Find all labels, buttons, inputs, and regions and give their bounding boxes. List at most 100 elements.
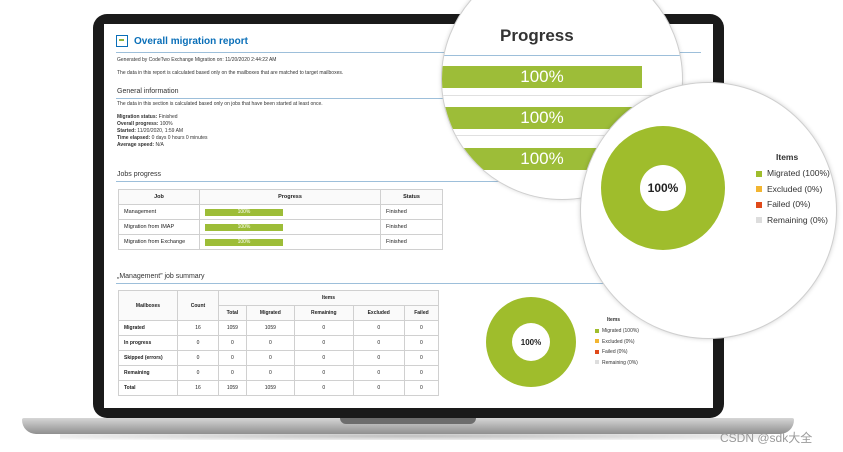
jobs-heading: Jobs progress [117, 171, 161, 178]
col-failed: Failed [403, 305, 440, 321]
table-header-row: Job Progress Status [118, 189, 443, 205]
job-progress: 100% [199, 204, 381, 220]
job-status: Finished [380, 219, 443, 235]
legend-item: Excluded (0%) [595, 337, 639, 348]
generated-text: Generated by CodeTwo Exchange Migration … [117, 57, 277, 63]
cell: 0 [245, 350, 295, 366]
info-row: Overall progress: 100% [117, 121, 173, 127]
cell: 1059 [245, 320, 295, 336]
legend-item: Failed (0%) [595, 347, 639, 358]
zoom-donut-chart: 100% [601, 126, 725, 250]
general-heading: General information [117, 88, 179, 95]
cell: 0 [245, 335, 295, 351]
cell: 0 [293, 365, 354, 381]
swatch [756, 186, 762, 193]
laptop-base [22, 418, 794, 434]
col-items: Items [218, 290, 439, 306]
cell: 0 [403, 380, 440, 396]
table-subheader-row: Total Migrated Remaining Excluded Failed [119, 305, 440, 321]
zoom-donut-center: 100% [640, 165, 686, 211]
swatch [595, 360, 599, 365]
cell: 0 [177, 335, 219, 351]
items-donut-chart: 100% [486, 297, 576, 387]
job-name: Migration from IMAP [118, 219, 200, 235]
legend-item: Excluded (0%) [756, 182, 830, 198]
job-status: Finished [380, 204, 443, 220]
legend-item: Remaining (0%) [595, 358, 639, 369]
cell: 0 [403, 335, 440, 351]
general-info-list: Migration status: Finished Overall progr… [117, 114, 208, 149]
magnified-donut-callout: 100% Items Migrated (100%) Excluded (0%)… [580, 82, 837, 339]
cell: 16 [177, 380, 219, 396]
cell: 0 [403, 320, 440, 336]
cell: 0 [293, 380, 354, 396]
legend-item: Remaining (0%) [756, 213, 830, 229]
col-migrated: Migrated [245, 305, 295, 321]
report-title: Overall migration report [134, 35, 248, 47]
table-row: Migrated 16 1059 1059 0 0 0 [118, 320, 440, 336]
cell: 0 [403, 350, 440, 366]
summary-table: Mailboxes Count Items Total Migrated Rem… [118, 290, 440, 396]
cell: 0 [352, 380, 405, 396]
swatch [595, 328, 599, 333]
cell: 0 [177, 350, 219, 366]
swatch [595, 339, 599, 344]
summary-heading: „Management” job summary [117, 273, 205, 280]
cell: 0 [352, 335, 405, 351]
zoom-progress-title: Progress [500, 26, 574, 45]
progress-bar: 100% [205, 238, 283, 246]
donut-legend: Migrated (100%) Excluded (0%) Failed (0%… [595, 326, 639, 368]
job-progress: 100% [199, 234, 381, 250]
col-job: Job [118, 189, 200, 205]
watermark: CSDN @sdk大全 [720, 431, 813, 445]
cell: 0 [293, 350, 354, 366]
codetwo-logo-icon [116, 35, 128, 47]
table-row: Migration from IMAP 100% Finished [118, 219, 443, 235]
migration-report: Overall migration report Generated by Co… [104, 24, 713, 408]
cell: 16 [177, 320, 219, 336]
cell: 0 [403, 365, 440, 381]
cell: 0 [218, 335, 247, 351]
divider [116, 181, 701, 182]
row-label: In progress [118, 335, 178, 351]
job-name: Migration from Exchange [118, 234, 200, 250]
swatch [756, 201, 762, 208]
swatch [756, 217, 762, 224]
col-excluded: Excluded [352, 305, 405, 321]
divider [442, 135, 682, 136]
cell: 0 [245, 365, 295, 381]
table-row: Migration from Exchange 100% Finished [118, 234, 443, 250]
divider [116, 283, 701, 284]
cell: 0 [218, 365, 247, 381]
divider [116, 98, 701, 99]
swatch [595, 349, 599, 354]
cell: 0 [293, 320, 354, 336]
table-row: Total 16 1059 1059 0 0 0 [118, 380, 440, 396]
divider [116, 52, 701, 53]
job-progress: 100% [199, 219, 381, 235]
legend-item: Migrated (100%) [756, 166, 830, 182]
info-row: Migration status: Finished [117, 114, 178, 120]
donut-center-label: 100% [512, 323, 550, 361]
cell: 1059 [218, 380, 247, 396]
cell: 0 [293, 335, 354, 351]
col-mailboxes: Mailboxes [118, 290, 178, 321]
general-note: The data in this section is calculated b… [117, 101, 323, 107]
cell: 1059 [218, 320, 247, 336]
swatch [756, 170, 762, 177]
col-remaining: Remaining [293, 305, 354, 321]
job-status: Finished [380, 234, 443, 250]
row-label: Total [118, 380, 178, 396]
progress-bar: 100% [205, 208, 283, 216]
report-header: Overall migration report [116, 35, 248, 47]
cell: 0 [352, 365, 405, 381]
row-label: Skipped (errors) [118, 350, 178, 366]
col-progress: Progress [199, 189, 381, 205]
cell: 0 [218, 350, 247, 366]
legend-item: Migrated (100%) [595, 326, 639, 337]
cell: 0 [177, 365, 219, 381]
col-count: Count [177, 290, 219, 321]
